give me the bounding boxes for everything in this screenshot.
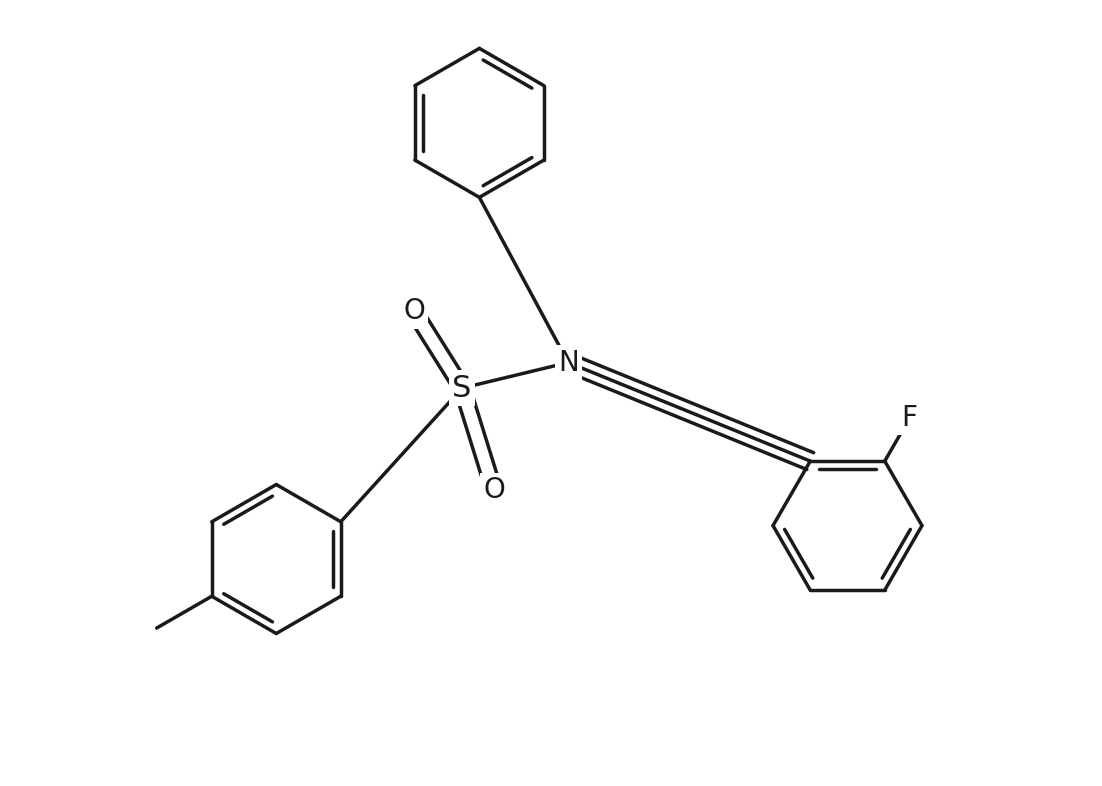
Text: N: N (558, 348, 579, 376)
Text: F: F (901, 404, 918, 432)
Text: O: O (483, 476, 505, 505)
Text: S: S (453, 373, 472, 402)
Text: O: O (403, 297, 425, 325)
